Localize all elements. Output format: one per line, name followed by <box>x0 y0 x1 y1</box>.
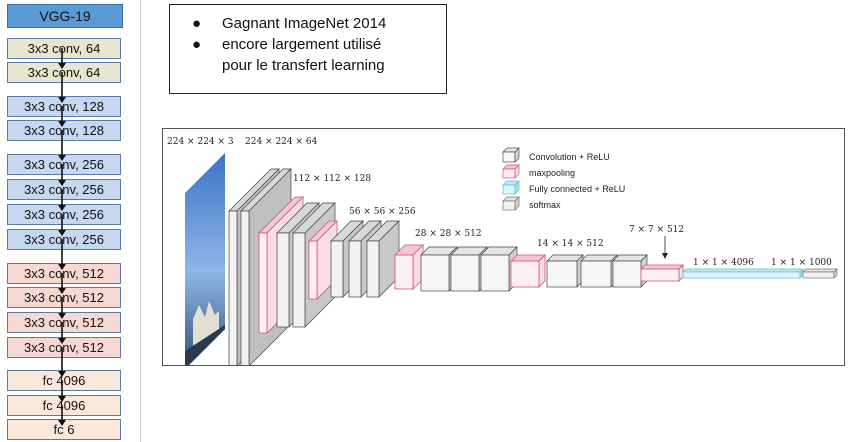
layer-arrow <box>58 273 66 294</box>
legend-label-fc: Fully connected + ReLU <box>529 184 625 194</box>
input-image <box>185 153 225 365</box>
layer-block: 3x3 conv, 128 <box>7 120 121 141</box>
stage3-conv-block <box>330 220 400 298</box>
layer-arrow <box>58 130 66 161</box>
stage3-maxpool-block <box>394 244 424 290</box>
vgg-architecture-diagram: 224 × 224 × 3 224 × 224 × 64 112 × 112 ×… <box>162 128 845 366</box>
legend-item-softmax: softmax <box>502 196 561 211</box>
dim-label-input: 224 × 224 × 3 <box>167 137 234 147</box>
legend-label-conv: Convolution + ReLU <box>529 152 610 162</box>
layer-block: 3x3 conv, 512 <box>7 337 121 358</box>
layer-arrow <box>58 164 66 186</box>
dim-label-stage2: 112 × 112 × 128 <box>293 174 371 184</box>
layer-arrow <box>58 72 66 103</box>
layer-block: 3x3 conv, 128 <box>7 96 121 117</box>
layer-arrow <box>58 322 66 344</box>
legend-item-fc: Fully connected + ReLU <box>502 180 625 195</box>
bullet-icon: ● <box>192 15 202 32</box>
layer-arrow <box>58 106 66 127</box>
note-text: encore largement utilisé <box>222 36 382 53</box>
stage4-maxpool-block <box>510 254 546 288</box>
layer-block: fc 6 <box>7 419 121 440</box>
layer-block: 3x3 conv, 64 <box>7 62 121 83</box>
layer-arrow <box>58 380 66 402</box>
legend: Convolution + ReLU maxpooling Fully conn… <box>502 147 625 211</box>
dim-label-softmax: 1 × 1 × 1000 <box>771 258 832 268</box>
layer-arrow <box>58 405 66 426</box>
legend-item-pool: maxpooling <box>502 164 575 179</box>
bullet-icon: ● <box>192 36 202 53</box>
layer-block: fc 4096 <box>7 370 121 391</box>
layer-block: 3x3 conv, 256 <box>7 204 121 225</box>
vgg19-layer-column: VGG-19 3x3 conv, 64 3x3 conv, 64 3x3 conv,… <box>0 0 141 442</box>
notes-box: ● Gagnant ImageNet 2014 ● encore largeme… <box>169 4 447 94</box>
layer-arrow <box>58 297 66 319</box>
dim-label-pool5: 7 × 7 × 512 <box>629 225 684 235</box>
note-text: Gagnant ImageNet 2014 <box>222 15 387 32</box>
dim-label-stage1: 224 × 224 × 64 <box>245 137 318 147</box>
legend-label-softmax: softmax <box>529 200 561 210</box>
stage5-conv-block <box>546 254 648 288</box>
fc-layers-block <box>682 268 804 279</box>
dim-label-stage3: 56 × 56 × 256 <box>349 207 416 217</box>
architecture-title: VGG-19 <box>7 4 123 28</box>
legend-label-pool: maxpooling <box>529 168 575 178</box>
dim-label-stage4: 28 × 28 × 512 <box>415 229 482 239</box>
layer-arrow <box>58 214 66 236</box>
stage4-conv-block <box>420 246 518 292</box>
dim-label-stage5: 14 × 14 × 512 <box>537 239 604 249</box>
layer-block: 3x3 conv, 256 <box>7 179 121 200</box>
pool5-maxpool-block <box>640 264 684 282</box>
layer-block: 3x3 conv, 512 <box>7 287 121 308</box>
note-item: ● Gagnant ImageNet 2014 <box>192 13 436 34</box>
layer-block: 3x3 conv, 256 <box>7 229 121 250</box>
layer-arrow <box>58 239 66 270</box>
layer-arrow <box>58 347 66 377</box>
layer-arrows <box>58 48 66 426</box>
note-item: ● encore largement utilisé <box>192 34 436 55</box>
layer-block: fc 4096 <box>7 395 121 416</box>
pool5-pointer-arrowhead <box>662 253 668 259</box>
legend-item-conv: Convolution + ReLU <box>502 147 610 163</box>
dim-label-fc: 1 × 1 × 4096 <box>693 258 754 268</box>
layer-arrow <box>58 48 66 69</box>
layer-arrow <box>58 189 66 211</box>
layer-block: 3x3 conv, 64 <box>7 38 121 59</box>
layer-block: 3x3 conv, 256 <box>7 154 121 175</box>
diagram-canvas: 224 × 224 × 3 224 × 224 × 64 112 × 112 ×… <box>167 137 838 365</box>
layer-block: 3x3 conv, 512 <box>7 312 121 333</box>
note-text-continued: pour le transfert learning <box>222 57 385 74</box>
layer-block: 3x3 conv, 512 <box>7 263 121 284</box>
softmax-block <box>802 268 838 279</box>
